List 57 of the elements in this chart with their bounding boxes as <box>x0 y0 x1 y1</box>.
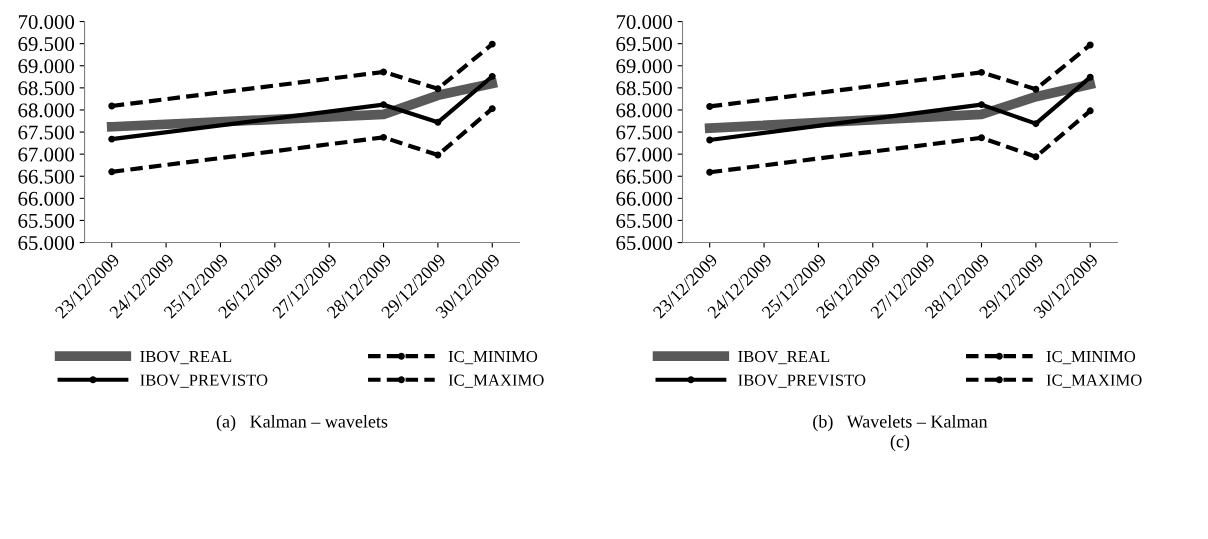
y-tick-label: 66.000 <box>18 191 75 206</box>
point <box>108 168 116 176</box>
legend-label: IBOV_REAL <box>140 351 232 365</box>
text: (a) Kalman – wavelets <box>216 414 388 432</box>
legend-label: IC_MINIMO <box>1046 351 1136 365</box>
point <box>488 72 496 80</box>
legend-label: IBOV_PREVISTO <box>140 374 268 388</box>
legend-label: IBOV_PREVISTO <box>738 374 866 388</box>
point <box>1032 85 1040 93</box>
y-tick-label: 65.000 <box>18 235 75 251</box>
text: (c) <box>890 434 910 452</box>
y-tick-label: 65.500 <box>616 213 672 228</box>
legend-label: IC_MAXIMO <box>1046 374 1142 388</box>
y-tick-label: 67.000 <box>18 147 75 162</box>
point <box>108 135 116 143</box>
y-tick-label: 68.000 <box>616 103 672 118</box>
point <box>1032 153 1040 161</box>
y-tick-label: 66.500 <box>18 169 75 184</box>
legend-label: IBOV_REAL <box>738 351 830 365</box>
point <box>488 105 496 113</box>
y-tick-label: 67.500 <box>18 125 75 140</box>
y-tick-label: 67.500 <box>616 125 672 140</box>
point <box>434 118 442 126</box>
point <box>1086 107 1094 115</box>
point <box>380 133 388 141</box>
y-tick-label: 65.000 <box>616 235 672 251</box>
point <box>1032 120 1040 128</box>
point <box>380 101 388 109</box>
point <box>1086 73 1094 81</box>
point <box>978 101 985 109</box>
y-tick-label: 69.500 <box>616 37 672 52</box>
y-tick-label: 69.000 <box>616 59 672 74</box>
point <box>488 40 496 48</box>
text: (b) Wavelets – Kalman <box>813 414 988 432</box>
point <box>706 136 714 144</box>
point <box>434 151 442 159</box>
y-tick-label: 67.000 <box>616 147 672 162</box>
y-tick-label: 68.500 <box>18 81 75 96</box>
point <box>434 85 442 93</box>
y-tick-label: 70.000 <box>616 14 672 30</box>
y-tick-label: 65.500 <box>18 213 75 228</box>
y-tick-label: 68.500 <box>616 81 672 96</box>
y-tick-label: 66.000 <box>616 191 672 206</box>
legend-label: IC_MAXIMO <box>448 374 544 388</box>
point <box>978 68 985 76</box>
y-tick-label: 66.500 <box>616 169 672 184</box>
point <box>108 102 116 110</box>
y-tick-label: 69.000 <box>18 59 75 74</box>
point <box>706 102 714 110</box>
y-tick-label: 68.000 <box>18 103 75 118</box>
point <box>978 134 985 142</box>
y-tick-label: 70.000 <box>18 14 75 30</box>
point <box>380 68 388 76</box>
point <box>706 168 714 176</box>
y-tick-label: 69.500 <box>18 37 75 52</box>
legend-label: IC_MINIMO <box>448 351 538 365</box>
point <box>1086 41 1094 49</box>
